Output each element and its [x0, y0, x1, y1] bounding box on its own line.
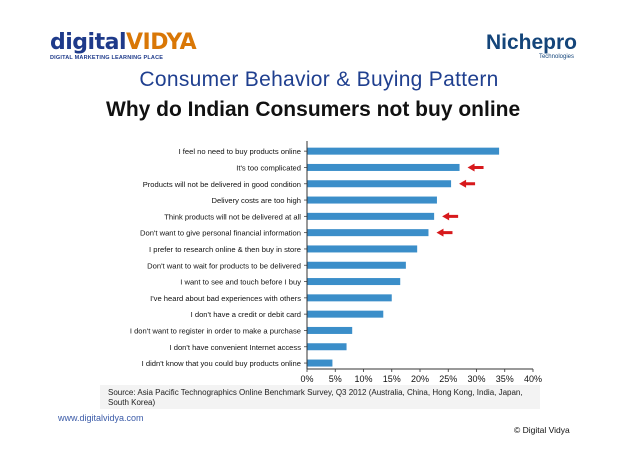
bar	[307, 326, 353, 334]
category-label: I don't want to register in order to mak…	[130, 326, 301, 335]
bar	[307, 163, 460, 171]
category-label: It's too complicated	[236, 163, 301, 172]
bar	[307, 147, 500, 155]
logo-tagline: DIGITAL MARKETING LEARNING PLACE	[50, 55, 164, 61]
bar	[307, 261, 406, 269]
x-tick-label: 20%	[411, 374, 429, 384]
category-label: Don't want to wait for products to be de…	[147, 261, 301, 270]
nichepro-logo-word: Nichepro	[486, 31, 578, 54]
source-note: Source: Asia Pacific Technographics Onli…	[108, 388, 523, 407]
red-arrow-icon	[467, 163, 484, 172]
category-label: I don't have convenient Internet access	[170, 343, 302, 352]
category-label: I don't have a credit or debit card	[191, 310, 301, 319]
footer-copyright: © Digital Vidya	[514, 425, 570, 435]
digital-vidya-logo: digitalVIDYA DIGITAL MARKETING LEARNING …	[50, 30, 197, 65]
red-arrow-icon	[442, 212, 459, 221]
bar	[307, 343, 347, 351]
nichepro-logo: Nichepro Technologies	[486, 32, 586, 64]
bar	[307, 359, 333, 367]
bar	[307, 310, 384, 318]
bar	[307, 212, 435, 220]
category-label: I feel no need to buy products online	[179, 147, 301, 156]
bar	[307, 180, 452, 188]
x-tick-label: 25%	[439, 374, 457, 384]
slide-title: Consumer Behavior & Buying Pattern	[139, 68, 499, 91]
category-label: Delivery costs are too high	[212, 196, 301, 205]
category-label: Don't want to give personal financial in…	[140, 229, 301, 238]
logo-word-digital: digital	[50, 30, 126, 55]
category-label: Think products will not be delivered at …	[164, 212, 301, 221]
x-tick-label: 5%	[329, 374, 342, 384]
footer-website-link[interactable]: www.digitalvidya.com	[58, 413, 144, 423]
category-label: I want to see and touch before I buy	[180, 278, 301, 287]
bar	[307, 245, 418, 253]
category-label: Products will not be delivered in good c…	[143, 180, 301, 189]
bar	[307, 278, 401, 286]
category-label: I prefer to research online & then buy i…	[149, 245, 301, 254]
bar	[307, 196, 437, 204]
red-arrow-icon	[436, 228, 453, 237]
source-background	[100, 385, 540, 409]
x-tick-label: 10%	[354, 374, 372, 384]
x-tick-label: 30%	[467, 374, 485, 384]
x-tick-label: 0%	[300, 374, 313, 384]
logo-word-vidya: VIDYA	[125, 30, 197, 55]
chart-title: Why do Indian Consumers not buy online	[106, 98, 521, 121]
bar	[307, 229, 429, 237]
bar	[307, 294, 392, 302]
nichepro-logo-sub: Technologies	[538, 54, 574, 60]
x-tick-label: 35%	[496, 374, 514, 384]
category-label: I didn't know that you could buy product…	[142, 359, 301, 368]
x-tick-label: 15%	[383, 374, 401, 384]
red-arrow-icon	[459, 179, 476, 188]
category-label: I've heard about bad experiences with ot…	[150, 294, 301, 303]
x-tick-label: 40%	[524, 374, 542, 384]
